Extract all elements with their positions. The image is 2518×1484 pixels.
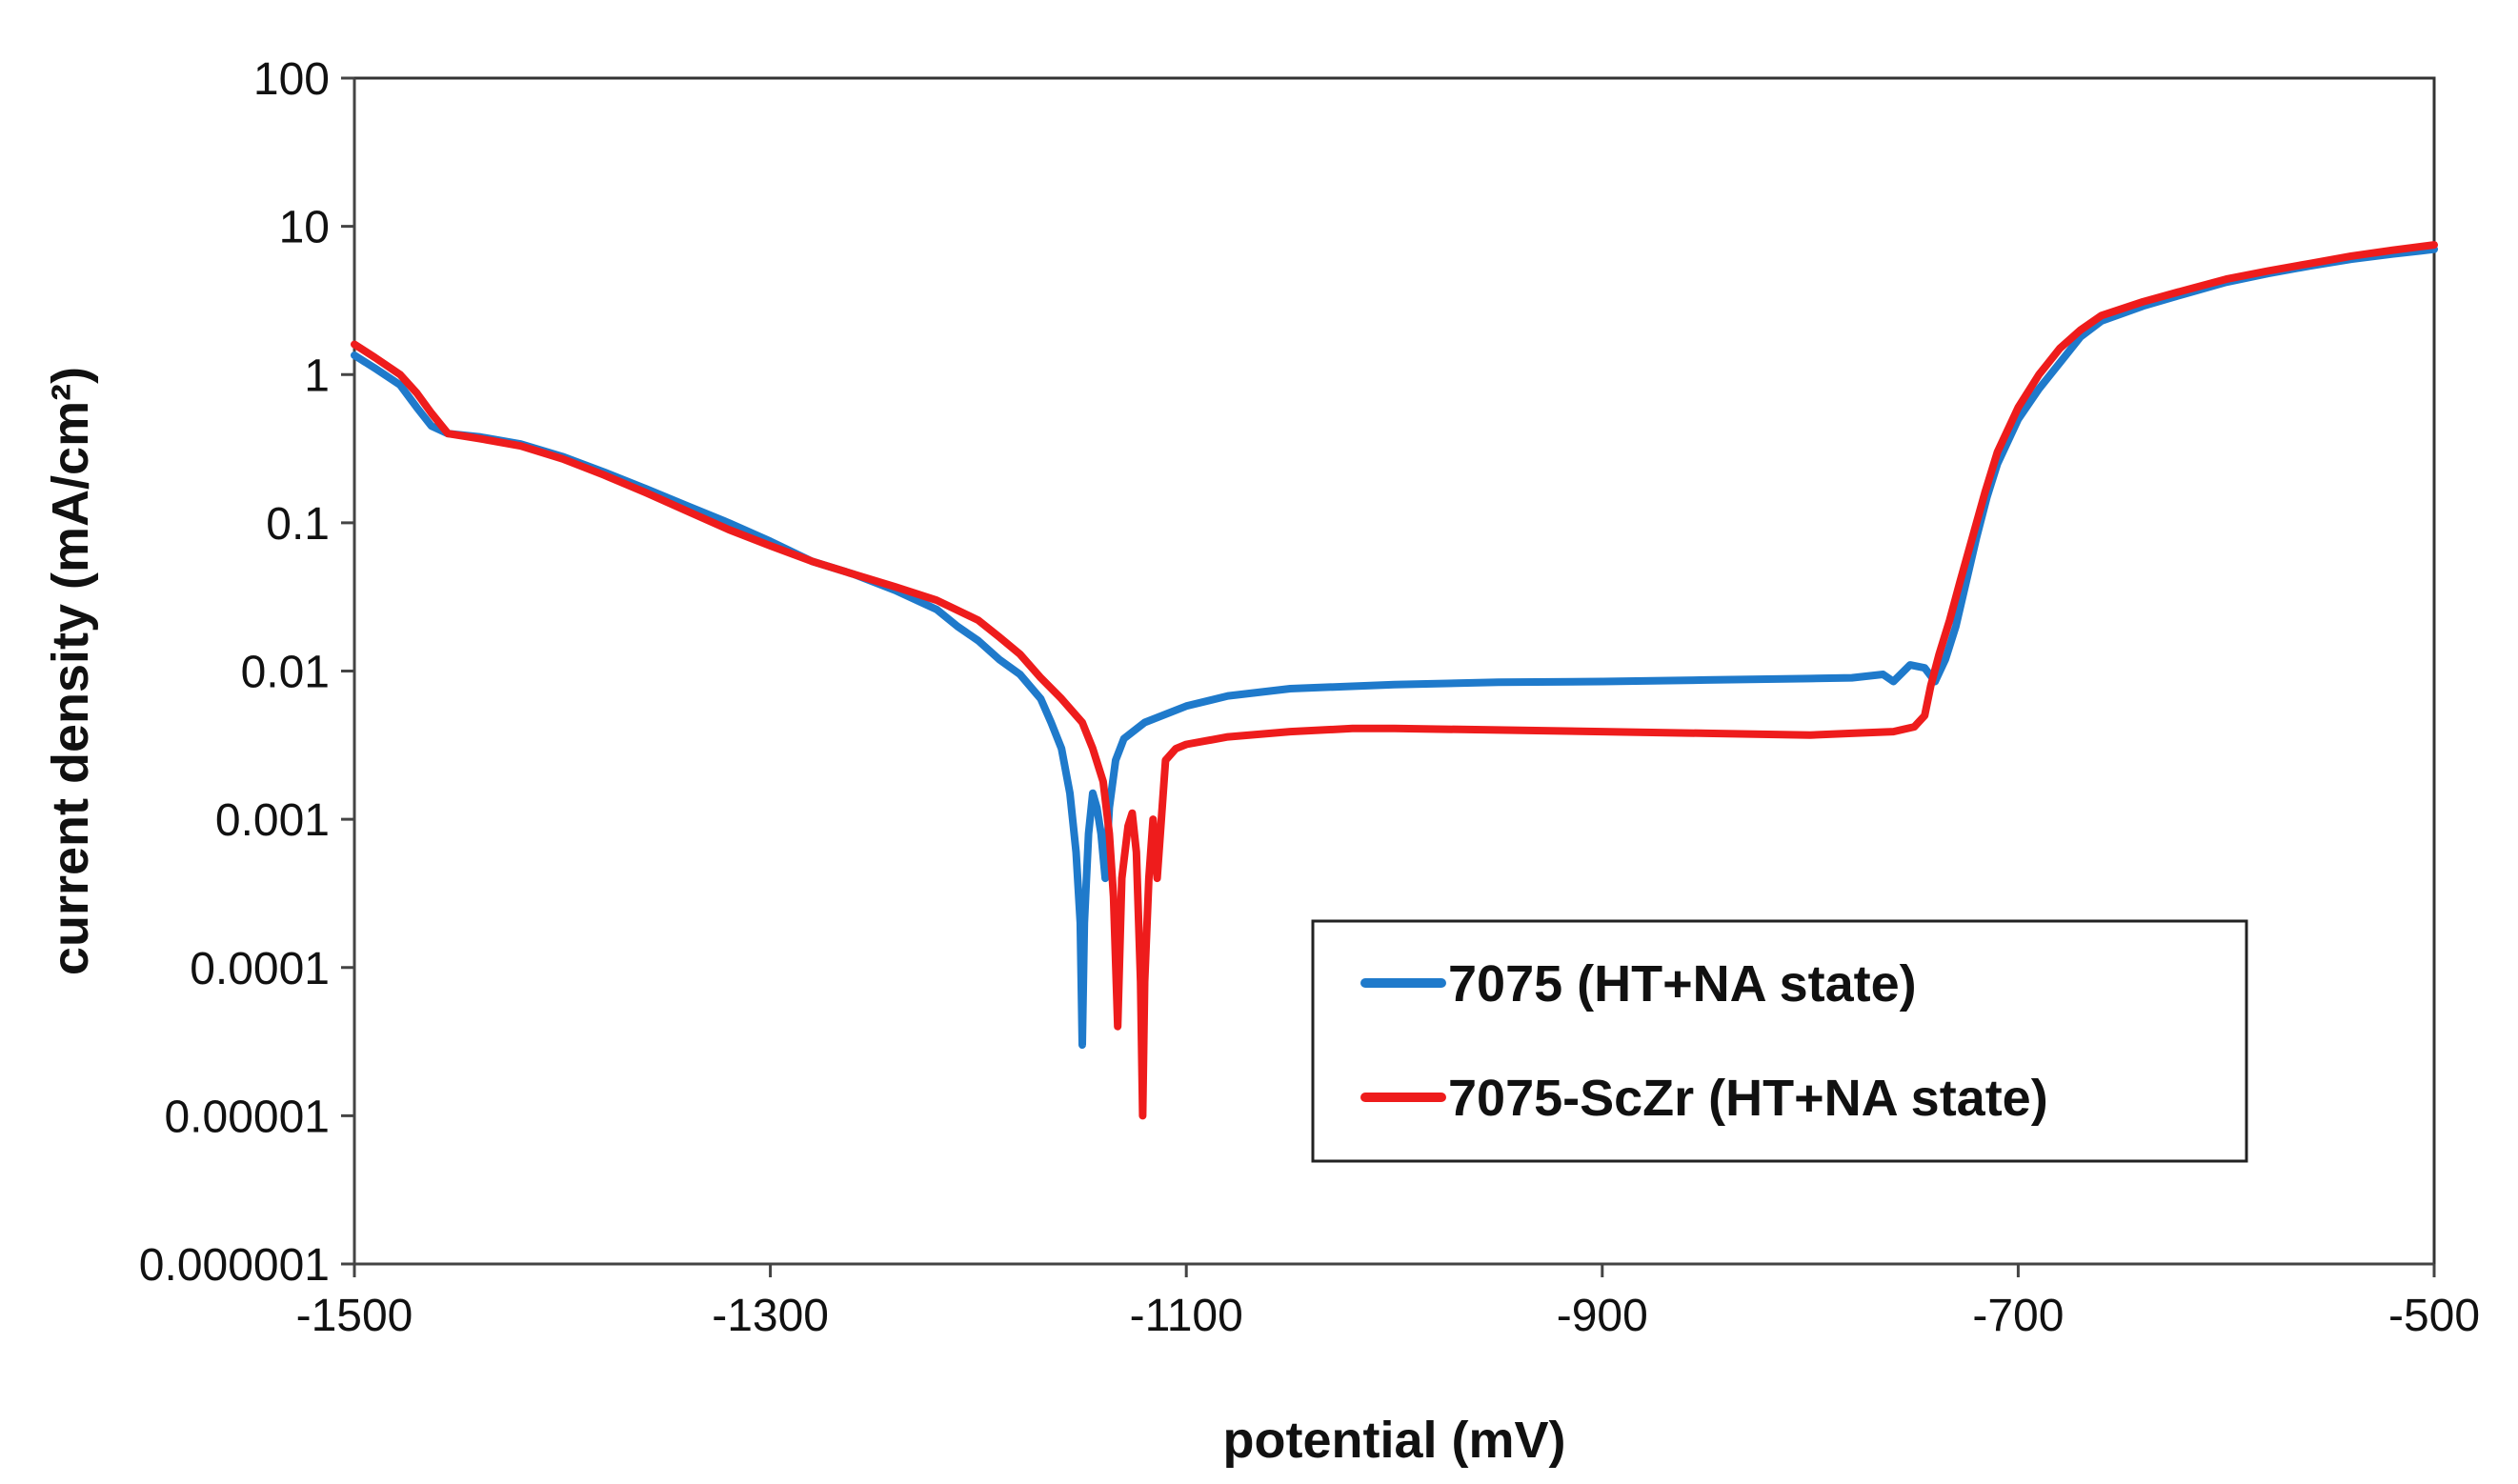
x-axis-ticks: -1500 -1300 -1100 -900 -700 -500 [296, 1264, 2480, 1341]
x-tick-label: -1100 [1130, 1291, 1243, 1341]
y-tick-label: 0.000001 [139, 1240, 330, 1291]
y-tick-label: 0.00001 [164, 1092, 330, 1142]
y-tick-label: 0.01 [241, 648, 330, 698]
x-tick-label: -500 [2388, 1291, 2480, 1341]
series-line-7075-sczr [351, 241, 2438, 1120]
legend-label-7075-sczr: 7075-ScZr (HT+NA state) [1448, 1070, 2048, 1127]
series-lines [351, 241, 2438, 1120]
legend: 7075 (HT+NA state) 7075-ScZr (HT+NA stat… [1311, 919, 2248, 1163]
y-tick-label: 0.001 [215, 795, 330, 846]
legend-box [1311, 919, 2248, 1163]
y-tick-label: 1 [304, 351, 330, 401]
y-axis-title: current density (mA/cm²) [42, 367, 99, 975]
x-tick-label: -700 [1972, 1291, 2064, 1341]
series-line-7075 [351, 245, 2438, 1050]
legend-label-7075: 7075 (HT+NA state) [1448, 955, 1917, 1013]
y-tick-label: 100 [253, 54, 330, 105]
y-tick-label: 0.1 [266, 499, 330, 550]
x-axis-title: potential (mV) [1223, 1412, 1566, 1469]
x-tick-label: -1300 [712, 1291, 829, 1341]
x-tick-label: -1500 [296, 1291, 413, 1341]
y-tick-label: 0.0001 [190, 944, 330, 994]
x-tick-label: -900 [1557, 1291, 1648, 1341]
y-tick-label: 10 [279, 203, 330, 253]
y-axis-ticks: 0.000001 0.00001 0.0001 0.001 0.01 0.1 1 10 100 [139, 54, 354, 1291]
